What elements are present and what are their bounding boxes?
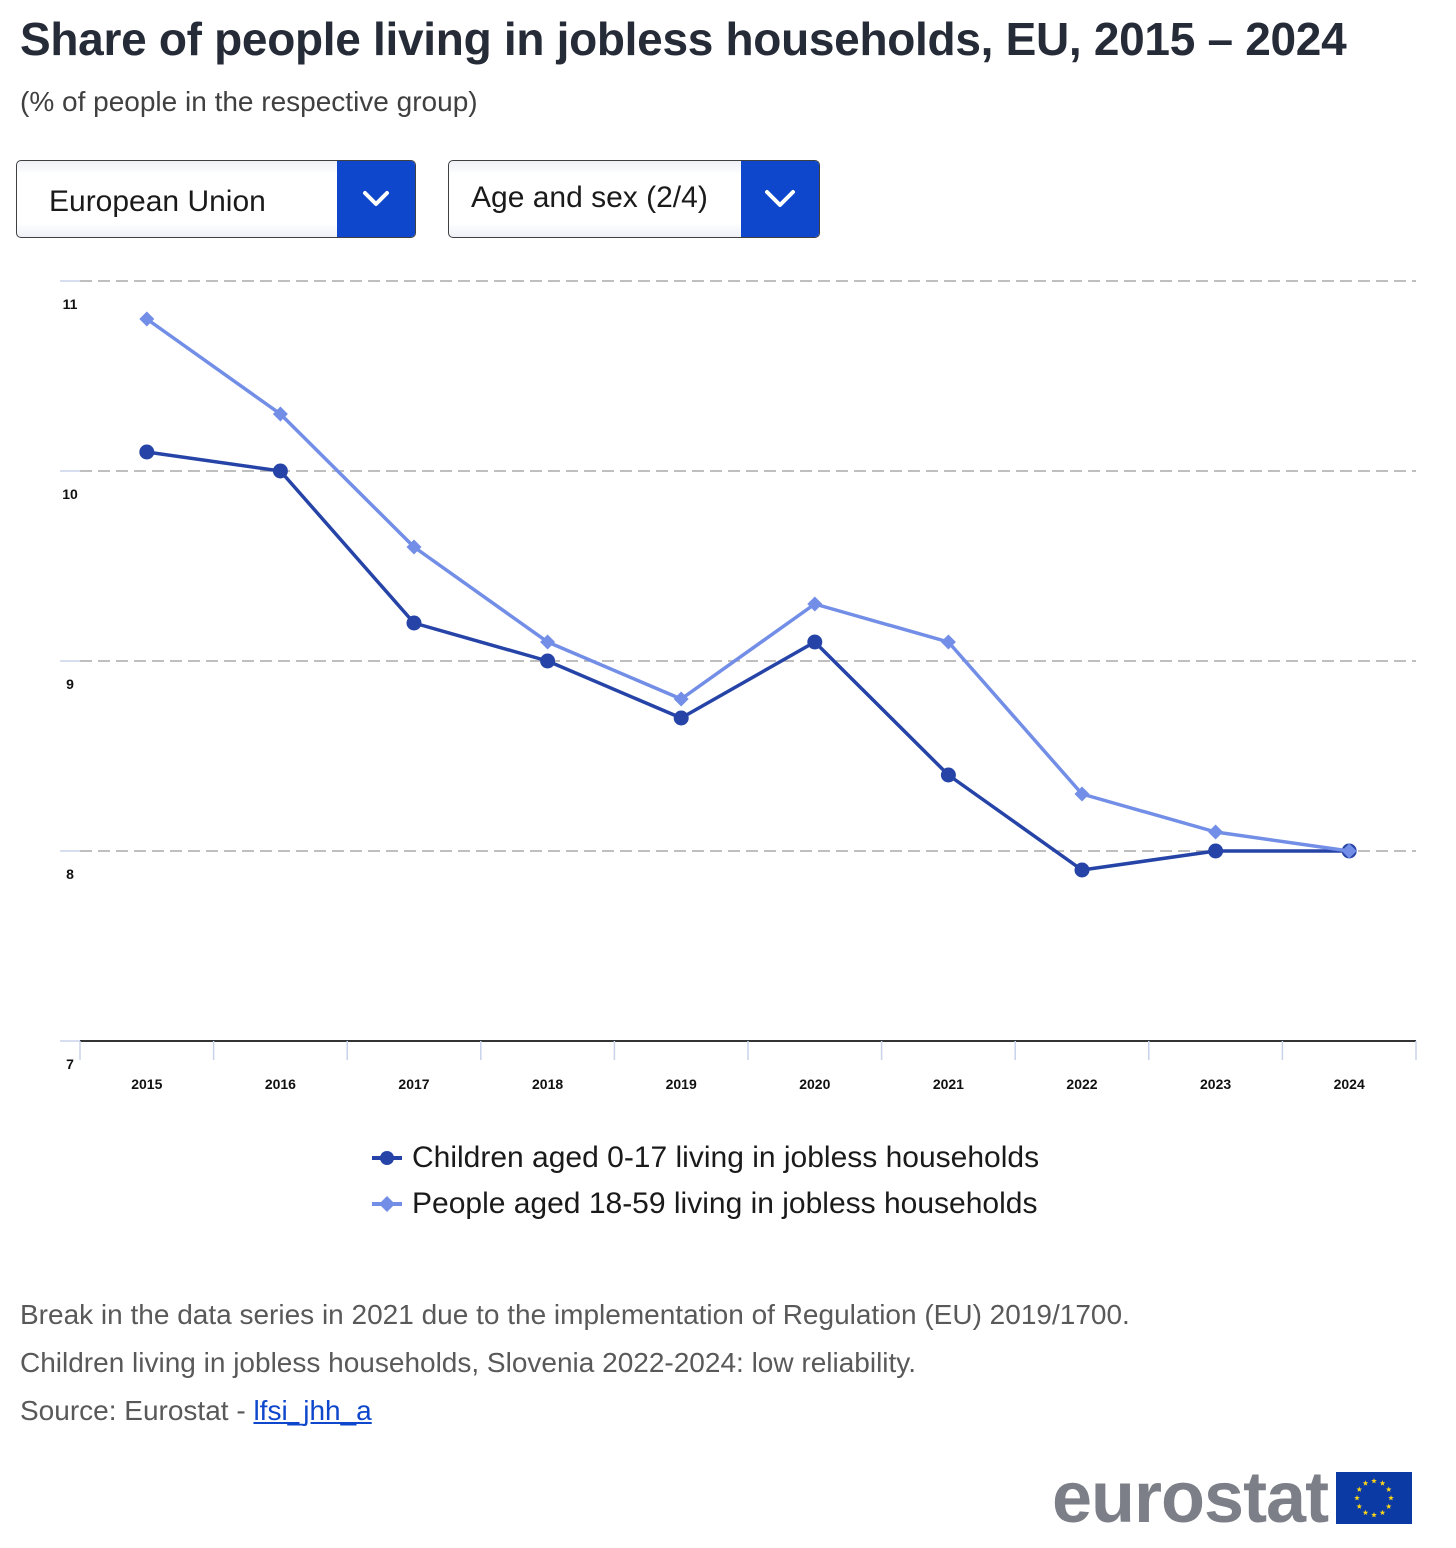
legend-label: Children aged 0-17 living in jobless hou… — [412, 1141, 1040, 1174]
data-point[interactable] — [807, 634, 823, 650]
star-icon — [1362, 1509, 1369, 1516]
series-line — [146, 450, 1350, 872]
dimension-dropdown[interactable]: Age and sex (2/4) — [448, 160, 820, 238]
star-icon — [1385, 1486, 1392, 1492]
footnotes: Break in the data series in 2021 due to … — [20, 1296, 1130, 1440]
x-tick-label: 2021 — [933, 1076, 964, 1092]
y-tick-label: 11 — [63, 296, 78, 312]
dimension-dropdown-value: Age and sex (2/4) — [471, 181, 708, 214]
star-icon — [1385, 1503, 1392, 1509]
series-line — [145, 317, 1350, 853]
source-prefix: Source: Eurostat - — [20, 1395, 254, 1426]
y-tick-label: 7 — [66, 1056, 74, 1072]
data-point[interactable] — [272, 406, 288, 422]
x-tick-label: 2020 — [799, 1076, 830, 1092]
data-point[interactable] — [1208, 824, 1224, 840]
legend-circle-marker-icon — [372, 1151, 402, 1165]
source-dataset-link[interactable]: lfsi_jhh_a — [253, 1395, 372, 1426]
source-note: Source: Eurostat - lfsi_jhh_a — [20, 1392, 1130, 1440]
series-children — [139, 444, 1357, 878]
x-tick-label: 2016 — [265, 1076, 296, 1092]
logo-text: eurostat — [1052, 1458, 1329, 1538]
star-icon — [1371, 1478, 1377, 1484]
geo-dropdown[interactable]: European Union — [16, 160, 416, 238]
y-tick-label: 10 — [62, 486, 78, 502]
chart-title: Share of people living in jobless househ… — [20, 13, 1347, 65]
geo-dropdown-button[interactable] — [337, 161, 415, 237]
data-point[interactable] — [1341, 843, 1357, 859]
star-icon — [1362, 1480, 1369, 1486]
star-icon — [1379, 1480, 1386, 1486]
legend: Children aged 0-17 living in jobless hou… — [370, 1135, 1039, 1227]
y-tick-label: 8 — [66, 866, 74, 882]
chevron-down-icon — [363, 191, 389, 206]
legend-item-adults[interactable]: People aged 18-59 living in jobless hous… — [370, 1181, 1039, 1227]
footnote: Break in the data series in 2021 due to … — [20, 1299, 1130, 1330]
data-point[interactable] — [807, 596, 823, 612]
x-tick-label: 2022 — [1066, 1076, 1097, 1092]
x-tick-label: 2018 — [532, 1076, 563, 1092]
chevron-down-icon — [765, 190, 795, 207]
series-adults — [139, 311, 1357, 859]
x-tick-label: 2019 — [666, 1076, 697, 1092]
x-axis-labels: 2015 2016 2017 2018 2019 2020 2021 2022 2023 2024 — [131, 1076, 1365, 1092]
star-icon — [1354, 1495, 1360, 1501]
star-icon — [1371, 1512, 1377, 1518]
dimension-dropdown-button[interactable] — [741, 161, 819, 237]
data-point[interactable] — [673, 710, 689, 726]
chart-subtitle: (% of people in the respective group) — [20, 86, 478, 117]
star-icon — [1379, 1509, 1386, 1516]
gridlines — [60, 280, 1416, 1042]
eu-flag-icon — [1336, 1472, 1413, 1524]
data-point[interactable] — [1208, 843, 1224, 859]
data-point[interactable] — [406, 539, 422, 555]
data-point[interactable] — [940, 767, 956, 783]
star-icon — [1356, 1503, 1363, 1509]
data-point[interactable] — [139, 311, 155, 327]
star-icon — [1356, 1486, 1363, 1492]
data-point[interactable] — [272, 463, 288, 479]
eurostat-logo: eurostat — [1052, 1458, 1413, 1538]
data-point[interactable] — [139, 444, 155, 460]
line-chart: 7 8 9 10 11 2015 2016 2017 2018 2019 2020 2021 2022… — [60, 280, 1417, 1092]
series — [139, 311, 1357, 878]
data-point[interactable] — [540, 634, 556, 650]
data-point[interactable] — [406, 615, 422, 631]
data-point[interactable] — [1074, 786, 1090, 802]
y-tick-label: 9 — [66, 676, 74, 692]
legend-item-children[interactable]: Children aged 0-17 living in jobless hou… — [370, 1135, 1039, 1181]
x-tick-label: 2015 — [131, 1076, 162, 1092]
data-point[interactable] — [673, 691, 689, 707]
y-axis-labels: 7 8 9 10 11 — [62, 296, 78, 1072]
x-axis — [79, 1040, 1417, 1060]
data-point[interactable] — [540, 653, 556, 669]
data-point[interactable] — [940, 634, 956, 650]
footnote: Children living in jobless households, S… — [20, 1347, 916, 1378]
x-tick-label: 2023 — [1200, 1076, 1231, 1092]
geo-dropdown-value: European Union — [49, 185, 266, 218]
x-tick-label: 2017 — [398, 1076, 429, 1092]
data-point[interactable] — [1074, 862, 1090, 878]
legend-diamond-marker-icon — [372, 1196, 402, 1212]
star-icon — [1388, 1495, 1394, 1501]
x-tick-label: 2024 — [1334, 1076, 1365, 1092]
legend-label: People aged 18-59 living in jobless hous… — [412, 1187, 1038, 1220]
